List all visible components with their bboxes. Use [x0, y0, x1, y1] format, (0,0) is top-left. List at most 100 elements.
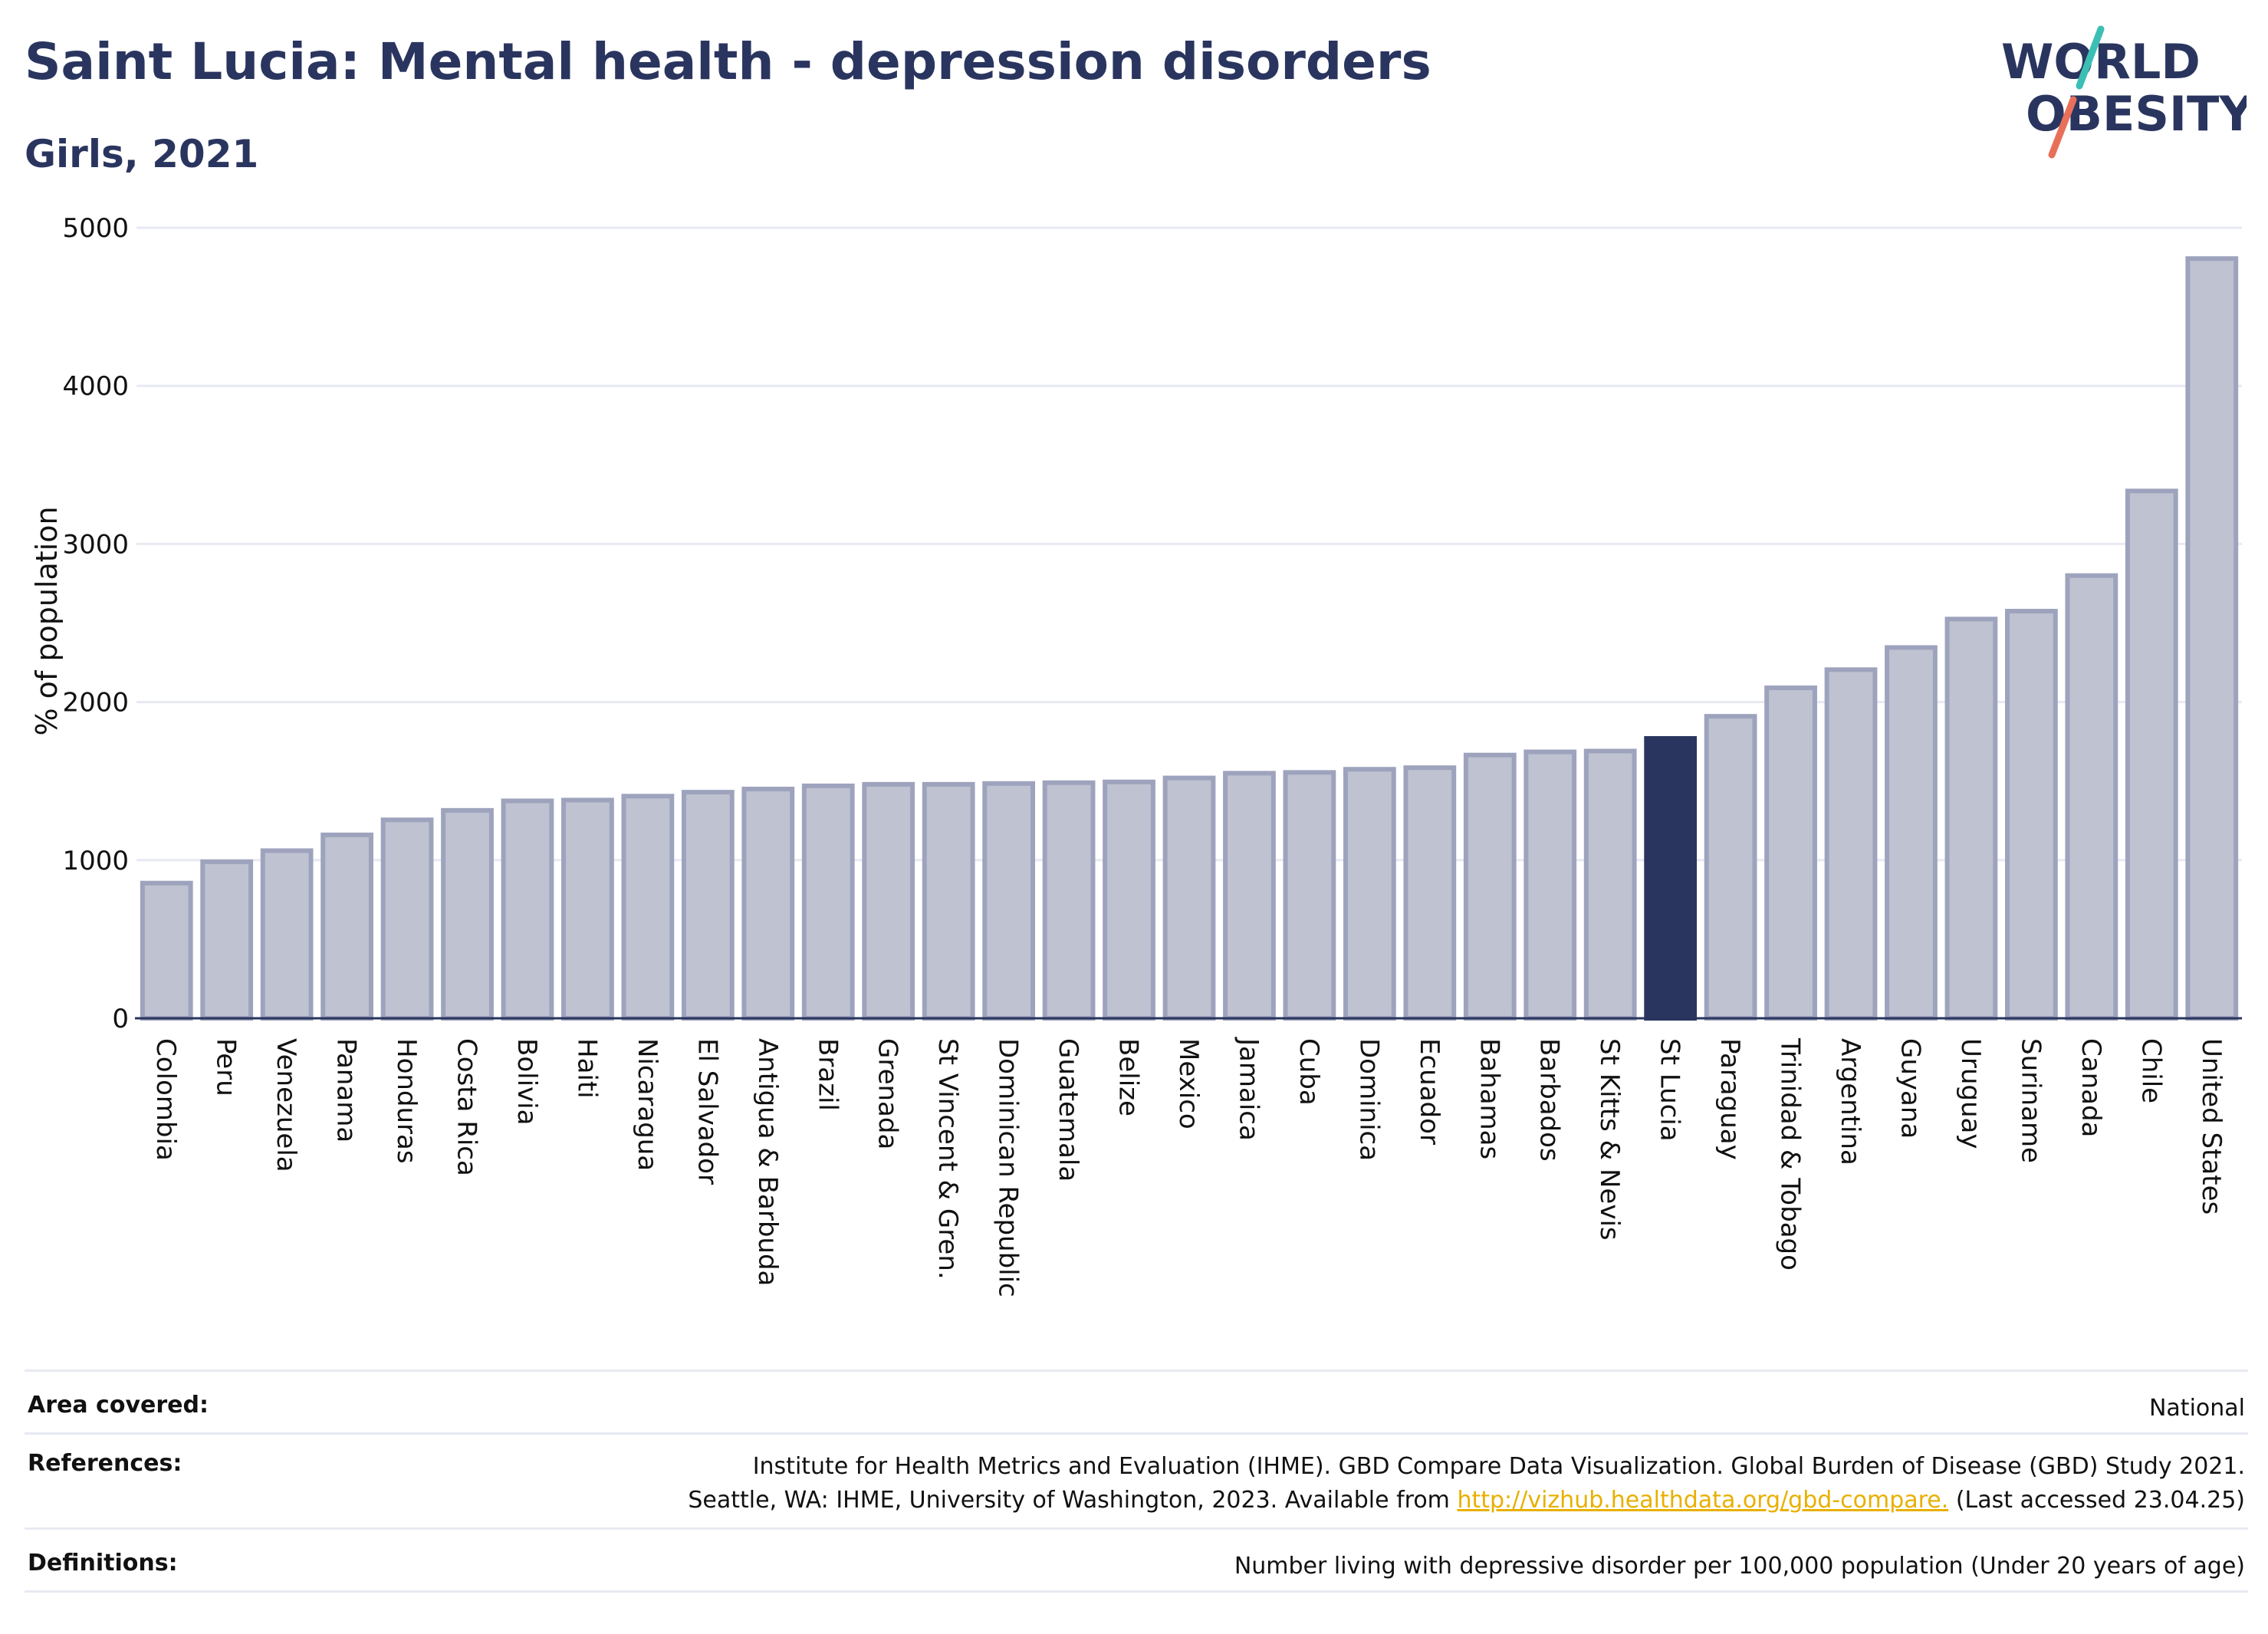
- bar-canada: [2065, 573, 2118, 1021]
- y-tick-label: 1000: [62, 846, 129, 876]
- bar-suriname: [2005, 609, 2058, 1021]
- logo-slash-top: [2076, 25, 2105, 90]
- bar-trinidad-tobago: [1764, 685, 1817, 1021]
- bar-mexico: [1162, 775, 1216, 1021]
- x-tick-label: Chile: [2135, 1038, 2166, 1103]
- x-tick-label: Grenada: [873, 1038, 903, 1149]
- bar-cuba: [1283, 770, 1336, 1021]
- footer-table: Area covered: National References: Insti…: [25, 1369, 2248, 1593]
- x-tick-label: Dominica: [1353, 1038, 1384, 1161]
- bar-costa-rica: [441, 807, 494, 1021]
- references-link[interactable]: http://vizhub.healthdata.org/gbd-compare…: [1457, 1487, 1949, 1514]
- footer-row-references: References: Institute for Health Metrics…: [25, 1432, 2248, 1527]
- y-axis-label: % of population: [30, 506, 64, 735]
- x-tick-label: Ecuador: [1414, 1038, 1445, 1145]
- bar-panama: [320, 832, 373, 1021]
- x-tick-label: St Vincent & Gren.: [932, 1038, 963, 1280]
- y-tick-label: 0: [112, 1004, 129, 1034]
- area-covered-value: National: [2148, 1395, 2245, 1422]
- x-tick-label: Cuba: [1293, 1038, 1324, 1106]
- bar-colombia: [140, 880, 193, 1021]
- x-tick-label: Jamaica: [1233, 1037, 1264, 1141]
- y-tick-label: 2000: [62, 688, 129, 718]
- bar-layer: [140, 256, 2239, 1021]
- bar-dominican-republic: [982, 781, 1036, 1021]
- logo-line1: WORLD: [2001, 34, 2201, 90]
- x-tick-label: Belize: [1113, 1038, 1144, 1116]
- x-tick-label: Uruguay: [1955, 1038, 1986, 1149]
- x-tick-label: Barbados: [1534, 1038, 1565, 1162]
- bar-uruguay: [1944, 616, 1998, 1021]
- x-tick-label: United States: [2196, 1038, 2227, 1215]
- logo-slash-bottom: [2048, 96, 2077, 159]
- footer-row-definitions: Definitions: Number living with depressi…: [25, 1527, 2248, 1590]
- bar-barbados: [1524, 749, 1577, 1021]
- x-tick-label: St Lucia: [1655, 1038, 1685, 1142]
- references-line1: Institute for Health Metrics and Evaluat…: [752, 1453, 2245, 1480]
- x-tick-label: Panama: [331, 1038, 362, 1142]
- bar-antigua-barbuda: [741, 787, 795, 1021]
- x-tick-label: Mexico: [1173, 1038, 1204, 1129]
- references-value: Institute for Health Metrics and Evaluat…: [688, 1450, 2245, 1517]
- bar-venezuela: [260, 848, 314, 1021]
- bar-ecuador: [1403, 765, 1457, 1021]
- world-obesity-logo: WORLD OBESITY: [2001, 25, 2247, 159]
- bar-jamaica: [1223, 771, 1276, 1021]
- references-line2-post: (Last accessed 23.04.25): [1948, 1487, 2245, 1514]
- x-tick-label: Peru: [211, 1038, 242, 1096]
- x-tick-label: Guyana: [1895, 1038, 1925, 1139]
- bar-bahamas: [1463, 752, 1517, 1021]
- bar-guyana: [1885, 645, 1938, 1021]
- bar-brazil: [801, 783, 855, 1021]
- x-tick-label: Honduras: [391, 1038, 422, 1164]
- x-tick-label: Nicaragua: [632, 1038, 662, 1171]
- bar-st-kitts-nevis: [1583, 748, 1637, 1021]
- x-tick-label: Bolivia: [511, 1038, 542, 1125]
- x-tick-label: Colombia: [150, 1038, 181, 1161]
- bar-argentina: [1824, 667, 1878, 1021]
- definitions-label: Definitions:: [28, 1550, 178, 1576]
- x-tick-label: Suriname: [2015, 1038, 2046, 1163]
- x-tick-label: Argentina: [1835, 1038, 1865, 1165]
- bar-haiti: [561, 797, 614, 1021]
- definitions-value: Number living with depressive disorder p…: [1234, 1553, 2245, 1580]
- references-label: References:: [28, 1450, 182, 1477]
- footer-end-rule: [25, 1590, 2248, 1593]
- x-tick-label: Canada: [2076, 1038, 2106, 1137]
- y-tick-label: 4000: [62, 371, 129, 402]
- bar-peru: [200, 859, 254, 1021]
- bar-chart: 0 1000 2000 3000 4000 5000 Colombia Peru Venezue…: [30, 213, 2242, 1297]
- bar-belize: [1103, 779, 1155, 1021]
- bar-el-salvador: [681, 790, 735, 1021]
- bar-chile: [2125, 488, 2178, 1021]
- bar-united-states: [2185, 256, 2239, 1021]
- bar-paraguay: [1704, 714, 1757, 1021]
- bar-dominica: [1343, 767, 1396, 1021]
- bar-honduras: [380, 817, 434, 1021]
- y-tick-label: 5000: [62, 213, 129, 244]
- x-tick-label: Haiti: [571, 1038, 602, 1099]
- x-tick-label: El Salvador: [692, 1038, 722, 1185]
- x-tick-label: Venezuela: [271, 1038, 301, 1172]
- x-tick-label: Costa Rica: [452, 1038, 482, 1176]
- label-layer: 0 1000 2000 3000 4000 5000 Colombia Peru Venezue…: [62, 213, 2226, 1297]
- page-subtitle: Girls, 2021: [25, 132, 259, 176]
- bar-st-lucia: [1644, 736, 1698, 1021]
- area-covered-label: Area covered:: [28, 1392, 209, 1419]
- x-tick-label: St Kitts & Nevis: [1594, 1038, 1625, 1241]
- bar-guatemala: [1042, 780, 1096, 1021]
- footer-row-area: Area covered: National: [25, 1369, 2248, 1432]
- bar-bolivia: [501, 798, 554, 1021]
- bar-nicaragua: [621, 794, 675, 1021]
- x-tick-label: Bahamas: [1474, 1038, 1504, 1159]
- bar-grenada: [862, 781, 915, 1021]
- bar-st-vincent-gren-: [922, 781, 975, 1021]
- x-tick-label: Dominican Republic: [993, 1038, 1024, 1297]
- page-title: Saint Lucia: Mental health - depression …: [25, 32, 1431, 91]
- y-tick-label: 3000: [62, 529, 129, 560]
- x-tick-label: Brazil: [812, 1038, 843, 1111]
- x-tick-label: Trinidad & Tobago: [1775, 1037, 1806, 1271]
- x-tick-label: Antigua & Barbuda: [752, 1038, 783, 1286]
- x-tick-label: Guatemala: [1053, 1038, 1083, 1182]
- x-tick-label: Paraguay: [1714, 1038, 1745, 1160]
